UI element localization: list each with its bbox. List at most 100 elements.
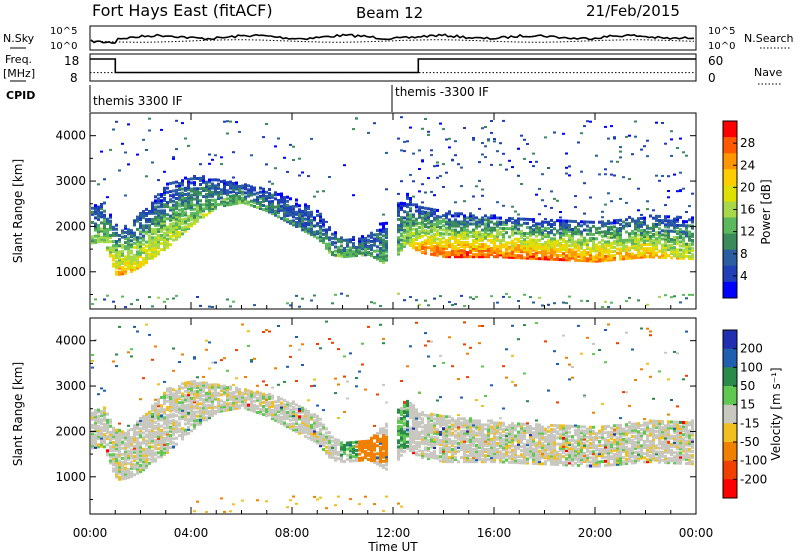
power-cell [580, 250, 583, 254]
power-cell [295, 216, 298, 220]
power-cell [625, 201, 628, 204]
velocity-cell [277, 414, 280, 418]
power-cell [436, 164, 439, 167]
velocity-cell [124, 435, 127, 439]
power-cell [478, 236, 481, 240]
power-cell [175, 188, 178, 192]
power-cell [310, 214, 313, 218]
power-cell [256, 197, 259, 201]
power-cell [448, 251, 451, 255]
velocity-cell [196, 420, 199, 424]
power-cell [601, 259, 604, 263]
velocity-cell [307, 422, 310, 426]
power-cell [397, 192, 400, 195]
velocity-cell [106, 449, 109, 453]
power-cell [490, 163, 493, 166]
power-cell [403, 216, 406, 220]
velocity-cell [385, 461, 388, 465]
colorbar-swatch [723, 265, 737, 283]
velocity-cell [142, 441, 145, 445]
power-cell [670, 240, 673, 243]
velocity-cell [376, 438, 379, 441]
velocity-cell [283, 415, 286, 419]
velocity-cell [427, 424, 430, 428]
power-cell [577, 258, 580, 262]
power-cell [379, 238, 382, 242]
power-cell [544, 136, 547, 139]
power-cell [445, 228, 448, 232]
velocity-cell [190, 419, 193, 423]
velocity-cell [115, 353, 118, 356]
velocity-cell [316, 437, 319, 441]
velocity-cell [100, 426, 103, 430]
power-cell [658, 219, 661, 222]
velocity-cell [259, 397, 262, 401]
power-cell [268, 200, 271, 204]
velocity-cell [106, 435, 109, 438]
power-cell [199, 178, 202, 182]
power-cell [493, 236, 496, 240]
power-cell [448, 255, 451, 259]
power-cell [397, 292, 400, 295]
velocity-cell [112, 455, 115, 459]
power-cell [496, 251, 499, 255]
power-cell [475, 245, 478, 248]
power-cell [490, 131, 493, 134]
power-cell [466, 230, 469, 234]
velocity-cell [94, 409, 97, 413]
power-cell [685, 220, 688, 224]
power-cell [214, 186, 217, 190]
power-cell [328, 244, 331, 248]
velocity-cell [199, 422, 202, 426]
velocity-cell [205, 418, 208, 422]
power-cell [115, 231, 118, 235]
power-cell [622, 243, 625, 246]
power-cell [688, 246, 691, 250]
power-cell [244, 195, 247, 199]
velocity-cell [118, 443, 121, 447]
power-cell [679, 215, 682, 219]
power-cell [100, 211, 103, 215]
velocity-cell [370, 455, 373, 459]
power-cell [208, 180, 211, 184]
velocity-cell [358, 444, 361, 448]
power-cell [205, 186, 208, 190]
power-cell [568, 219, 571, 223]
power-cell [316, 213, 319, 217]
power-cell [472, 247, 475, 250]
power-cell [382, 228, 385, 232]
power-cell [640, 229, 643, 233]
velocity-cell [334, 438, 337, 442]
velocity-cell [184, 416, 187, 420]
power-cell [559, 247, 562, 251]
velocity-cell [322, 435, 325, 439]
power-cell [133, 231, 136, 235]
power-cell [292, 205, 295, 209]
power-cell [382, 238, 385, 242]
power-cell [259, 186, 262, 190]
velocity-cell [259, 399, 262, 403]
power-cell [265, 196, 268, 200]
velocity-cell [253, 357, 256, 360]
power-cell [310, 233, 313, 237]
power-cell [688, 218, 691, 222]
power-cell [160, 201, 163, 205]
power-cell [649, 230, 652, 234]
power-cell [154, 199, 157, 203]
power-cell [403, 202, 406, 206]
velocity-cell [346, 457, 349, 461]
velocity-cell [325, 451, 328, 455]
power-cell [550, 229, 553, 233]
power-cell [406, 231, 409, 235]
velocity-cell [436, 456, 439, 460]
velocity-cell [172, 414, 175, 418]
power-cell [661, 247, 664, 251]
velocity-cell [103, 389, 106, 392]
power-cell [616, 247, 619, 251]
power-cell [655, 253, 658, 257]
velocity-cell [412, 412, 415, 416]
velocity-cell [205, 412, 208, 416]
power-cell [661, 243, 664, 247]
power-cell [199, 176, 202, 180]
velocity-cell [202, 416, 205, 420]
